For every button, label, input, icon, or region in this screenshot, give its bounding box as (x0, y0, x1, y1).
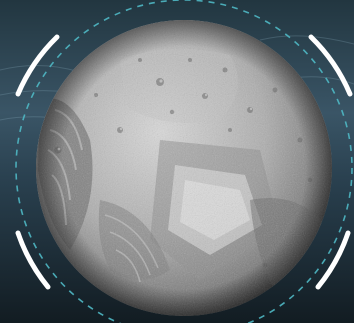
orbit-ring-dashed (15, 0, 353, 323)
bracket-bottom-left (15, 230, 51, 290)
bracket-top-left (15, 34, 60, 97)
bracket-top-right (308, 34, 353, 97)
orbit-brackets (15, 34, 353, 290)
moon-body (36, 20, 332, 316)
bracket-bottom-right (315, 230, 351, 290)
